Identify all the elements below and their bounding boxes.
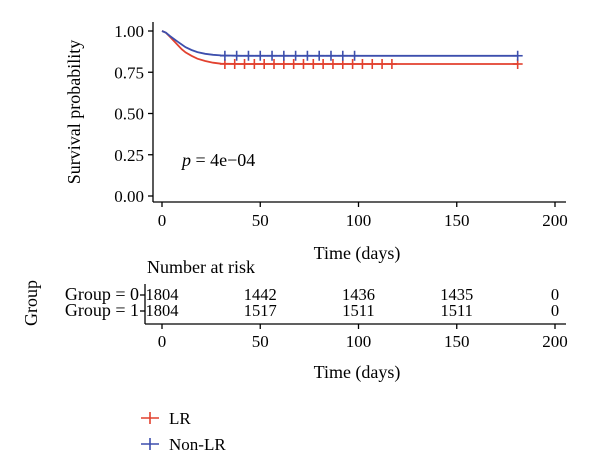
km-curve-lr — [161, 30, 518, 65]
censor-mark — [357, 59, 368, 69]
censor-mark — [288, 59, 299, 69]
x-ticks: 0 50 100 150 200 — [158, 202, 568, 230]
legend-entry: Non-LR — [141, 435, 226, 454]
risk-count: 1442 — [244, 285, 277, 304]
y-tick-label: 0.75 — [114, 63, 144, 82]
censor-mark — [249, 59, 260, 69]
censor-mark — [243, 50, 254, 61]
y-tick-label: 0.50 — [114, 105, 144, 124]
risk-count: 1804 — [146, 285, 179, 304]
legend-label: LR — [169, 409, 191, 428]
y-tick-label: 0.00 — [114, 187, 144, 206]
km-curve-non-lr — [161, 30, 518, 57]
censor-mark — [349, 50, 360, 61]
censor-mark — [512, 50, 523, 61]
y-ticks: 0.00 0.25 0.50 0.75 1.00 — [114, 22, 153, 206]
risk-count: 1511 — [441, 301, 473, 320]
x-tick-label: 100 — [346, 211, 372, 230]
risk-table-title: Number at risk — [147, 257, 255, 277]
risk-count: 1436 — [342, 285, 375, 304]
censor-mark — [308, 59, 319, 69]
risk-table: Number at risk Group Group = 0 1804 1442 14… — [21, 257, 568, 383]
x-tick-label: 150 — [444, 211, 470, 230]
x-axis-title: Time (days) — [314, 243, 401, 264]
censor-mark — [290, 50, 301, 61]
risk-row-label: Group = 0 — [65, 284, 139, 304]
censor-mark — [229, 59, 240, 69]
x-tick-label: 50 — [252, 211, 269, 230]
censor-mark — [337, 50, 348, 61]
risk-x-tick-label: 0 — [158, 332, 167, 351]
km-curves — [161, 30, 523, 69]
x-tick-label: 200 — [542, 211, 568, 230]
risk-count: 1517 — [244, 301, 277, 320]
censor-mark — [347, 59, 358, 69]
censor-mark — [298, 59, 309, 69]
risk-x-axis-title: Time (days) — [314, 362, 401, 383]
risk-count: 1511 — [342, 301, 374, 320]
censor-mark — [377, 59, 388, 69]
risk-count: 1435 — [440, 285, 473, 304]
y-tick-label: 0.25 — [114, 146, 144, 165]
censor-mark — [386, 59, 397, 69]
legend-entry: LR — [141, 409, 191, 428]
censor-mark — [314, 50, 325, 61]
risk-row-label: Group = 1 — [65, 300, 139, 320]
y-axis-title: Survival probability — [64, 40, 84, 184]
risk-table-group-title: Group — [21, 280, 41, 326]
censor-mark — [278, 50, 289, 61]
risk-x-tick-label: 200 — [542, 332, 568, 351]
censor-mark — [219, 50, 230, 61]
p-value-annotation: p = 4e−04 — [180, 150, 255, 170]
risk-count: 1804 — [146, 301, 179, 320]
risk-x-tick-label: 150 — [444, 332, 470, 351]
risk-x-tick-label: 50 — [252, 332, 269, 351]
x-tick-label: 0 — [158, 211, 167, 230]
p-value-text: = 4e−04 — [191, 150, 255, 170]
censor-mark — [259, 59, 270, 69]
censor-mark — [239, 59, 250, 69]
censor-mark — [267, 50, 278, 61]
legend-label: Non-LR — [169, 435, 226, 454]
censor-mark — [302, 50, 313, 61]
y-tick-label: 1.00 — [114, 22, 144, 41]
risk-rows: Group = 0 1804 1442 1436 1435 0 Group = 1 1804 1… — [65, 284, 559, 320]
risk-count: 0 — [551, 301, 559, 320]
censor-mark — [327, 59, 338, 69]
km-plot: 0.00 0.25 0.50 0.75 1.00 0 50 100 150 200 Surviv… — [64, 22, 568, 264]
censor-mark — [367, 59, 378, 69]
risk-x-ticks: 0 50 100 150 200 — [158, 324, 568, 351]
censor-mark — [325, 50, 336, 61]
censor-mark — [231, 50, 242, 61]
legend: LR Non-LR — [141, 409, 226, 454]
censor-mark — [269, 59, 280, 69]
censor-mark — [255, 50, 266, 61]
risk-x-tick-label: 100 — [346, 332, 372, 351]
risk-count: 0 — [551, 285, 559, 304]
p-symbol: p — [180, 150, 191, 170]
censor-mark — [318, 59, 329, 69]
